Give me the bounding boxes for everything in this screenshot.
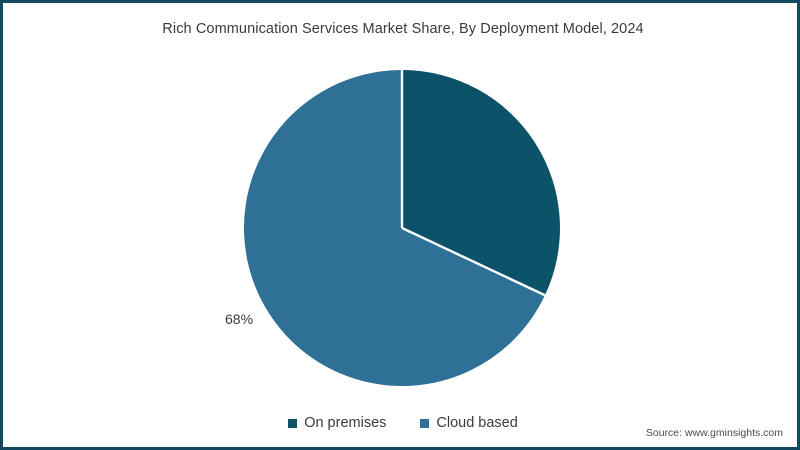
legend-swatch-icon-cloud-based xyxy=(420,418,430,428)
legend-label-on-premises: On premises xyxy=(304,415,387,431)
source-attribution: Source: www.gminsights.com xyxy=(645,427,783,439)
legend-label-cloud-based: Cloud based xyxy=(436,415,518,431)
pie-slices xyxy=(244,70,560,386)
pie-slice-separators xyxy=(400,70,546,297)
legend-swatch-icon-on-premises xyxy=(288,418,298,428)
pie-slice-label-cloud-based: 68% xyxy=(225,311,254,327)
legend-item-cloud-based[interactable]: Cloud based xyxy=(420,415,518,431)
pie-chart-svg xyxy=(244,70,560,386)
page-title: Rich Communication Services Market Share… xyxy=(162,21,644,37)
legend-item-on-premises[interactable]: On premises xyxy=(288,415,386,431)
pie-slice-cloud-based[interactable] xyxy=(244,70,545,386)
separator-line-right xyxy=(401,226,546,297)
pie-slice-on-premises[interactable] xyxy=(402,70,560,296)
pie-chart xyxy=(244,70,560,386)
chart-legend: On premises Cloud based xyxy=(3,415,797,431)
